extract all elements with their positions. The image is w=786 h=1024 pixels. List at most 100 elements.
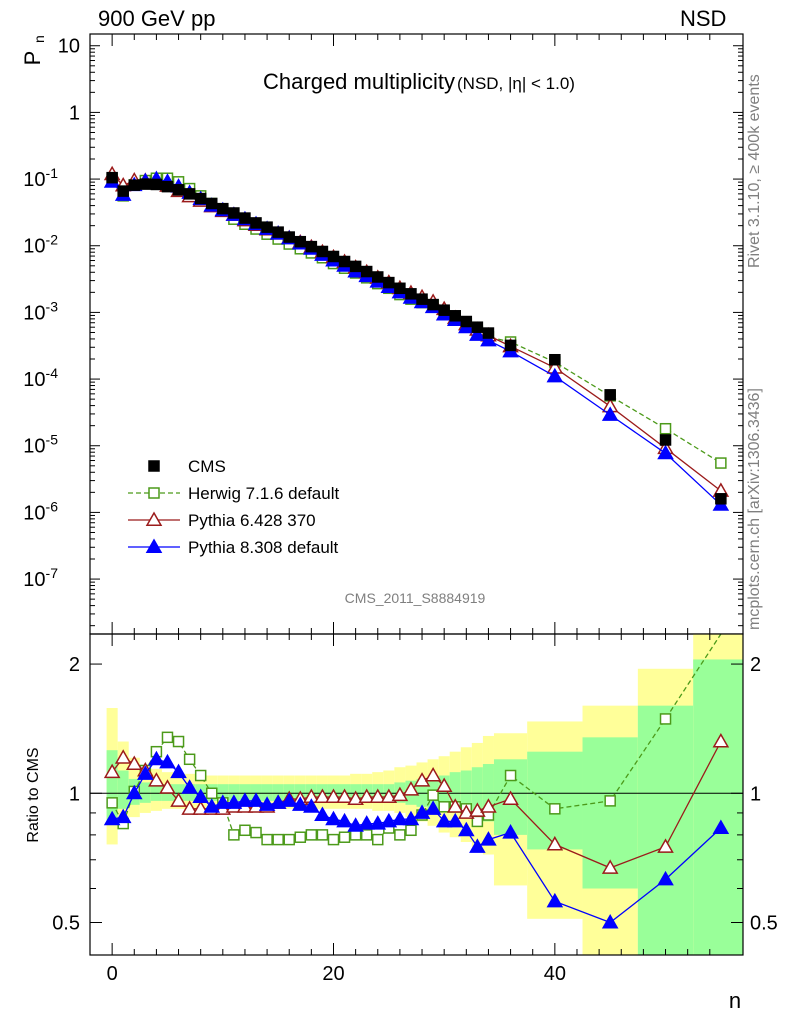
ratio-pythia-8-308-default-point [236, 792, 254, 807]
y-tick-label-top: 10-1 [23, 165, 58, 191]
legend-herwig-7-1-6-default-label: Herwig 7.1.6 default [188, 484, 339, 503]
y-tick-label-top: 10-5 [23, 432, 58, 458]
top-herwig-7-1-6-default-point [659, 422, 672, 435]
top-cms-point [172, 184, 185, 196]
ratio-pythia-6-428-370-point [502, 790, 519, 805]
top-cms-point [194, 192, 207, 205]
top-cms-point [316, 245, 329, 258]
uncertainty-band-green [471, 767, 483, 818]
ratio-herwig-7-1-6-default-point [106, 797, 118, 809]
ratio-pythia-6-428-370-point [546, 835, 564, 851]
top-cms-point [150, 178, 163, 191]
y-axis-label-top: P [20, 51, 45, 66]
top-pythia-8-308-default-point [657, 444, 674, 460]
ratio-pythia-8-308-default-point [601, 913, 619, 929]
mcplots-label: mcplots.cern.ch [arXiv:1306.3436] [746, 388, 763, 630]
y-tick-label-ratio: 1 [69, 783, 80, 805]
ratio-pythia-8-308-default-point [148, 750, 165, 766]
ratio-herwig-7-1-6-default-point [405, 824, 417, 837]
ratio-pythia-8-308-default-point [203, 798, 221, 813]
legend-cms-marker [148, 460, 160, 472]
ratio-pythia-6-428-370-point [446, 798, 464, 813]
top-plot: 10 1 10-1 10-2 10-3 10-4 10-5 10-6 10-7 CMS Herwig… [23, 33, 744, 635]
ratio-herwig-7-1-6-default-point [394, 829, 406, 841]
ratio-pythia-6-428-370-point [325, 788, 342, 804]
uncertainty-band-green [228, 784, 240, 801]
y-tick-label-top: 10-7 [23, 565, 58, 591]
ratio-pythia-8-308-default-point [336, 812, 353, 828]
ratio-pythia-8-308-default-point [280, 792, 298, 807]
y-tick-label-ratio: 2 [69, 654, 80, 676]
top-cms-point [416, 293, 428, 305]
top-cms-point [338, 255, 351, 268]
top-cms-point [305, 240, 318, 253]
legend-cms-label: CMS [188, 457, 226, 476]
ratio-pythia-6-428-370-point [358, 788, 375, 804]
top-cms-point [117, 185, 129, 197]
ratio-pythia-8-308-default-point [170, 763, 187, 779]
ratio-pythia-8-308-default-point [435, 812, 453, 828]
ratio-pythia-8-308-default-point [258, 796, 276, 811]
ratio-herwig-7-1-6-default-point [250, 826, 262, 839]
y-tick-label-ratio-right: 0.5 [750, 912, 778, 934]
ratio-pythia-8-308-default-point [181, 779, 198, 794]
ratio-pythia-8-308-default-point [358, 815, 375, 830]
y-tick-label-ratio-right: 1 [750, 783, 761, 805]
x-axis-label: n [729, 988, 741, 1013]
ratio-pythia-8-308-default-point [480, 831, 497, 846]
top-cms-point [294, 235, 307, 248]
ratio-pythia-8-308-default-point [380, 812, 398, 828]
top-cms-point [394, 282, 406, 295]
top-cms-point [659, 434, 672, 446]
top-cms-point [438, 304, 450, 316]
ratio-pythia-8-308-default-point [125, 784, 143, 800]
ratio-pythia-8-308-default-point [159, 753, 176, 769]
ratio-pythia-6-428-370-point [601, 859, 619, 874]
ratio-pythia-6-428-370-point [369, 788, 387, 804]
ratio-pythia-6-428-370-point [159, 779, 176, 794]
top-cms-point [250, 217, 262, 229]
ratio-pythia-8-308-default-point [502, 824, 519, 839]
top-cms-point [349, 260, 362, 273]
top-pythia-8-308-default-line [111, 178, 722, 506]
ratio-pythia-8-308-default-point [103, 810, 121, 826]
uncertainty-band-green [449, 772, 461, 813]
ratio-pythia-8-308-default-point [269, 794, 287, 809]
ratio-pythia-6-428-370-point [114, 749, 132, 764]
y-tick-label-top: 10 [58, 36, 80, 58]
y-tick-label-top: 10-2 [23, 232, 58, 258]
ratio-herwig-7-1-6-default-point [504, 769, 517, 782]
ratio-pythia-6-428-370-point [480, 798, 497, 813]
ratio-pythia-8-308-default-point [314, 806, 331, 822]
top-cms-point [471, 321, 484, 333]
top-cms-point [715, 493, 727, 505]
uncertainty-band-green [272, 784, 284, 801]
ratio-pythia-8-308-default-point [214, 794, 232, 809]
ratio-pythia-6-428-370-point [347, 790, 364, 805]
ratio-pythia-8-308-default-point [137, 765, 154, 780]
ratio-pythia-6-428-370-point [181, 800, 198, 815]
y-tick-label-top: 10-4 [23, 365, 58, 391]
top-cms-point [139, 178, 152, 190]
y-tick-label-ratio-right: 2 [750, 654, 761, 676]
ratio-pythia-6-428-370-point [413, 772, 431, 787]
uncertainty-band-green [482, 764, 494, 822]
top-cms-point [228, 207, 240, 219]
uncertainty-band-green [460, 770, 472, 816]
legend-pythia-8-308-default-label: Pythia 8.308 default [188, 538, 339, 557]
chart-title: Charged multiplicity [263, 69, 455, 94]
ratio-pythia-8-308-default-point [347, 817, 364, 832]
ratio-pythia-6-428-370-point [125, 755, 143, 771]
ratio-pythia-6-428-370-point [391, 786, 409, 802]
top-cms-point [604, 389, 616, 401]
ratio-pythia-6-428-370-point [458, 804, 475, 819]
ratio-pythia-6-428-370-point [402, 781, 420, 796]
ratio-pythia-8-308-default-point [458, 821, 475, 837]
ratio-herwig-7-1-6-default-point [327, 833, 340, 846]
header-right: NSD [680, 6, 727, 31]
top-cms-point [239, 212, 251, 224]
ratio-herwig-7-1-6-default-point [316, 829, 329, 841]
top-cms-point [383, 276, 395, 289]
ratio-herwig-7-1-6-default-point [183, 753, 196, 766]
